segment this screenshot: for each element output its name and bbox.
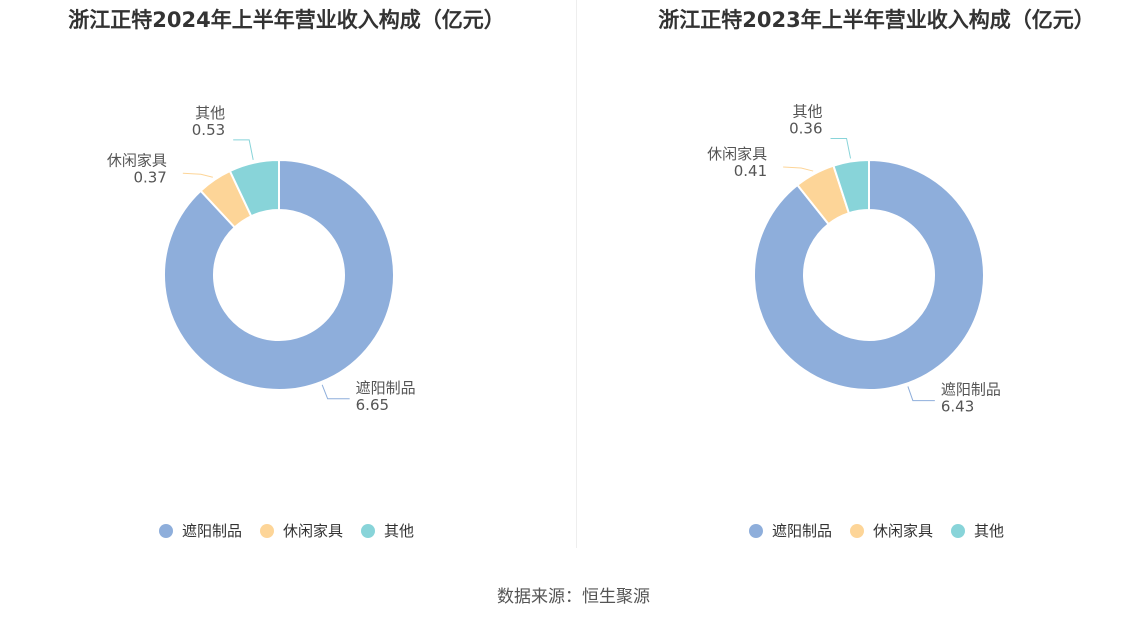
slice-label-sunshade: 遮阳制品 bbox=[356, 379, 416, 397]
legend-label: 休闲家具 bbox=[872, 522, 933, 540]
slice-label-other: 其他 bbox=[793, 102, 823, 120]
slice-label-furniture: 休闲家具 bbox=[707, 145, 767, 163]
slice-label-furniture: 休闲家具 bbox=[107, 151, 167, 169]
legend-item-sunshade[interactable]: 遮阳制品 bbox=[158, 520, 242, 541]
panel-divider bbox=[576, 0, 577, 548]
chart-legend: 遮阳制品 休闲家具 其他 bbox=[590, 520, 1147, 541]
slice-other[interactable] bbox=[832, 158, 870, 215]
leader-line-sunshade bbox=[907, 386, 935, 402]
slice-value-furniture: 0.37 bbox=[133, 168, 166, 186]
leader-line-other bbox=[233, 139, 254, 160]
leader-line-furniture bbox=[783, 166, 814, 172]
chart-title: 浙江正特2023年上半年营业收入构成（亿元） bbox=[658, 8, 1095, 32]
legend-dot-icon bbox=[361, 523, 375, 538]
legend-dot-icon bbox=[259, 523, 274, 538]
leader-line-furniture bbox=[182, 172, 213, 178]
leader-line-sunshade bbox=[321, 384, 350, 400]
chart-title: 浙江正特2024年上半年营业收入构成（亿元） bbox=[68, 8, 505, 32]
legend-label: 休闲家具 bbox=[282, 522, 343, 540]
slice-value-furniture: 0.41 bbox=[734, 162, 767, 180]
legend-item-sunshade[interactable]: 遮阳制品 bbox=[748, 520, 832, 541]
slice-label-sunshade: 遮阳制品 bbox=[941, 381, 1001, 399]
chart-legend: 遮阳制品 休闲家具 其他 bbox=[0, 520, 573, 541]
slice-value-other: 0.53 bbox=[192, 121, 225, 139]
slice-value-other: 0.36 bbox=[789, 119, 822, 137]
legend-label: 遮阳制品 bbox=[771, 522, 832, 540]
legend-dot-icon bbox=[849, 523, 864, 538]
slice-other[interactable] bbox=[228, 158, 280, 218]
legend-item-furniture[interactable]: 休闲家具 bbox=[259, 520, 343, 541]
legend-label: 其他 bbox=[384, 522, 415, 540]
slice-value-sunshade: 6.65 bbox=[356, 396, 389, 414]
chart-panel-2024: 浙江正特2024年上半年营业收入构成（亿元） 遮阳制品 6.65 休闲家具 0.37 其… bbox=[0, 0, 573, 560]
legend-item-furniture[interactable]: 休闲家具 bbox=[849, 520, 933, 541]
leader-line-other bbox=[830, 137, 852, 159]
chart-panel-2023: 浙江正特2023年上半年营业收入构成（亿元） 遮阳制品 6.43 休闲家具 0.41 其… bbox=[590, 0, 1147, 560]
legend-item-other[interactable]: 其他 bbox=[951, 520, 1004, 541]
slice-sunshade[interactable] bbox=[753, 158, 985, 391]
legend-item-other[interactable]: 其他 bbox=[361, 520, 414, 541]
slice-value-sunshade: 6.43 bbox=[941, 398, 974, 416]
legend-dot-icon bbox=[951, 523, 965, 538]
slice-sunshade[interactable] bbox=[163, 158, 395, 391]
legend-label: 其他 bbox=[974, 522, 1005, 540]
slice-label-other: 其他 bbox=[195, 104, 225, 122]
data-source-note: 数据来源：恒生聚源 bbox=[497, 587, 650, 607]
legend-dot-icon bbox=[748, 523, 763, 538]
legend-dot-icon bbox=[158, 523, 173, 538]
legend-label: 遮阳制品 bbox=[181, 522, 242, 540]
